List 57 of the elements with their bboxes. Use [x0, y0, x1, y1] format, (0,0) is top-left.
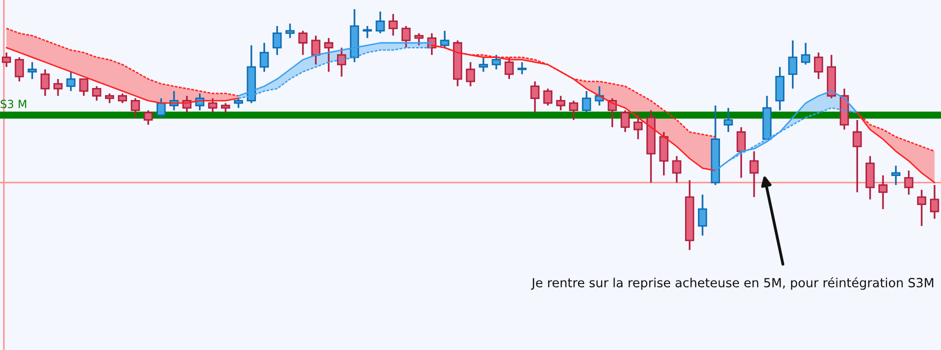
candlestick: [298, 30, 308, 56]
candlestick: [311, 34, 320, 66]
candlestick: [891, 164, 900, 186]
candlestick: [285, 22, 295, 39]
candlestick: [144, 109, 153, 126]
candlestick: [105, 92, 114, 104]
candlestick: [518, 61, 527, 76]
text: Je rentre sur la reprise acheteuse en 5M, pour réintégration S3M: [531, 277, 934, 290]
candlestick: [14, 56, 24, 82]
candlestick: [698, 194, 708, 236]
candlestick: [156, 97, 166, 118]
candlestick: [208, 97, 218, 114]
candlestick: [750, 150, 759, 198]
candlestick: [66, 70, 76, 92]
candlestick: [324, 37, 334, 73]
candlestick: [504, 56, 514, 80]
candlestick: [814, 52, 824, 80]
candlestick: [930, 184, 940, 220]
candlestick: [634, 112, 643, 140]
candlestick: [608, 97, 617, 128]
candlestick: [620, 109, 630, 133]
candlestick: [788, 40, 798, 90]
candlestick: [672, 155, 682, 184]
candlestick: [376, 10, 385, 34]
candlestick: [130, 97, 140, 118]
candlestick: [118, 92, 128, 104]
candlestick: [272, 25, 282, 56]
candlestick: [28, 61, 37, 80]
candlestick: [260, 42, 269, 73]
candlestick: [543, 88, 552, 106]
candlestick: [556, 95, 566, 112]
candlestick: [736, 126, 746, 179]
candlestick: [414, 32, 424, 46]
candlestick: [466, 61, 476, 88]
candlestick: [92, 85, 102, 102]
candlestick: [79, 78, 88, 97]
candlestick: [582, 90, 592, 114]
candlestick: [878, 174, 888, 210]
candlestick: [530, 80, 540, 114]
candlestick: [478, 56, 488, 73]
candlestick: [569, 100, 578, 121]
candlestick: [40, 68, 50, 97]
candlestick: [362, 25, 372, 39]
candlestick: [53, 78, 63, 97]
candlestick: [917, 188, 926, 227]
candlestick: [852, 119, 862, 194]
candlestick: [440, 30, 450, 49]
candlestick: [2, 52, 12, 68]
candlestick: [401, 25, 411, 49]
candlestick: [337, 46, 346, 78]
candlestick: [904, 170, 914, 196]
candlestick: [388, 13, 398, 36]
candlestick: [492, 54, 501, 70]
ref-line-label: S3 M: [0, 100, 26, 108]
candlestick: [221, 102, 230, 114]
candlestick: [724, 107, 733, 133]
candlestick: [801, 42, 810, 66]
